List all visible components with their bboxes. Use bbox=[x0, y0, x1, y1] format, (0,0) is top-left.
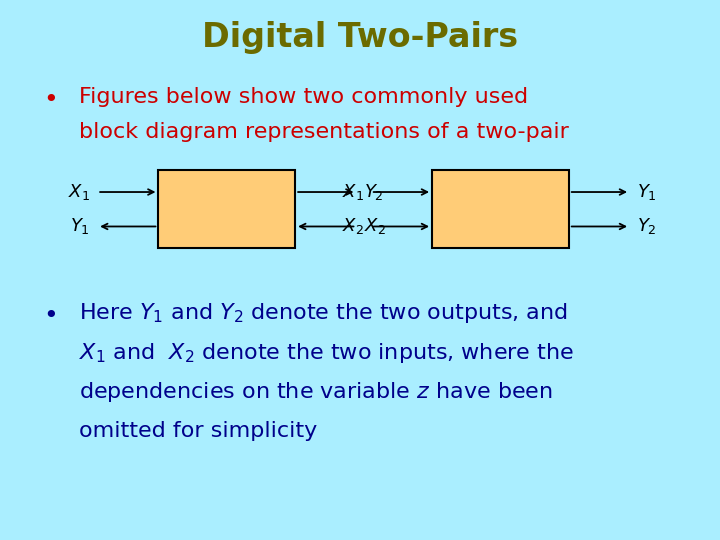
Text: $X_1$: $X_1$ bbox=[341, 182, 364, 202]
Text: $Y_1$: $Y_1$ bbox=[70, 217, 90, 237]
Text: $X_2$: $X_2$ bbox=[364, 217, 385, 237]
Text: Here $Y_1$ and $Y_2$ denote the two outputs, and: Here $Y_1$ and $Y_2$ denote the two outp… bbox=[79, 301, 568, 325]
Text: Figures below show two commonly used: Figures below show two commonly used bbox=[79, 87, 528, 107]
Text: $Y_1$: $Y_1$ bbox=[637, 182, 657, 202]
Bar bbox=[432, 170, 569, 248]
Text: •: • bbox=[43, 88, 58, 112]
Bar bbox=[158, 170, 295, 248]
Text: $X_2$: $X_2$ bbox=[342, 217, 364, 237]
Text: Digital Two-Pairs: Digital Two-Pairs bbox=[202, 21, 518, 55]
Text: block diagram representations of a two-pair: block diagram representations of a two-p… bbox=[79, 122, 569, 143]
Text: $Y_2$: $Y_2$ bbox=[637, 217, 657, 237]
Text: $X_1$: $X_1$ bbox=[68, 182, 90, 202]
Text: $X_1$ and  $X_2$ denote the two inputs, where the: $X_1$ and $X_2$ denote the two inputs, w… bbox=[79, 341, 575, 364]
Text: •: • bbox=[43, 304, 58, 328]
Text: $Y_2$: $Y_2$ bbox=[364, 182, 383, 202]
Text: dependencies on the variable $z$ have been: dependencies on the variable $z$ have be… bbox=[79, 380, 553, 404]
Text: omitted for simplicity: omitted for simplicity bbox=[79, 421, 318, 442]
